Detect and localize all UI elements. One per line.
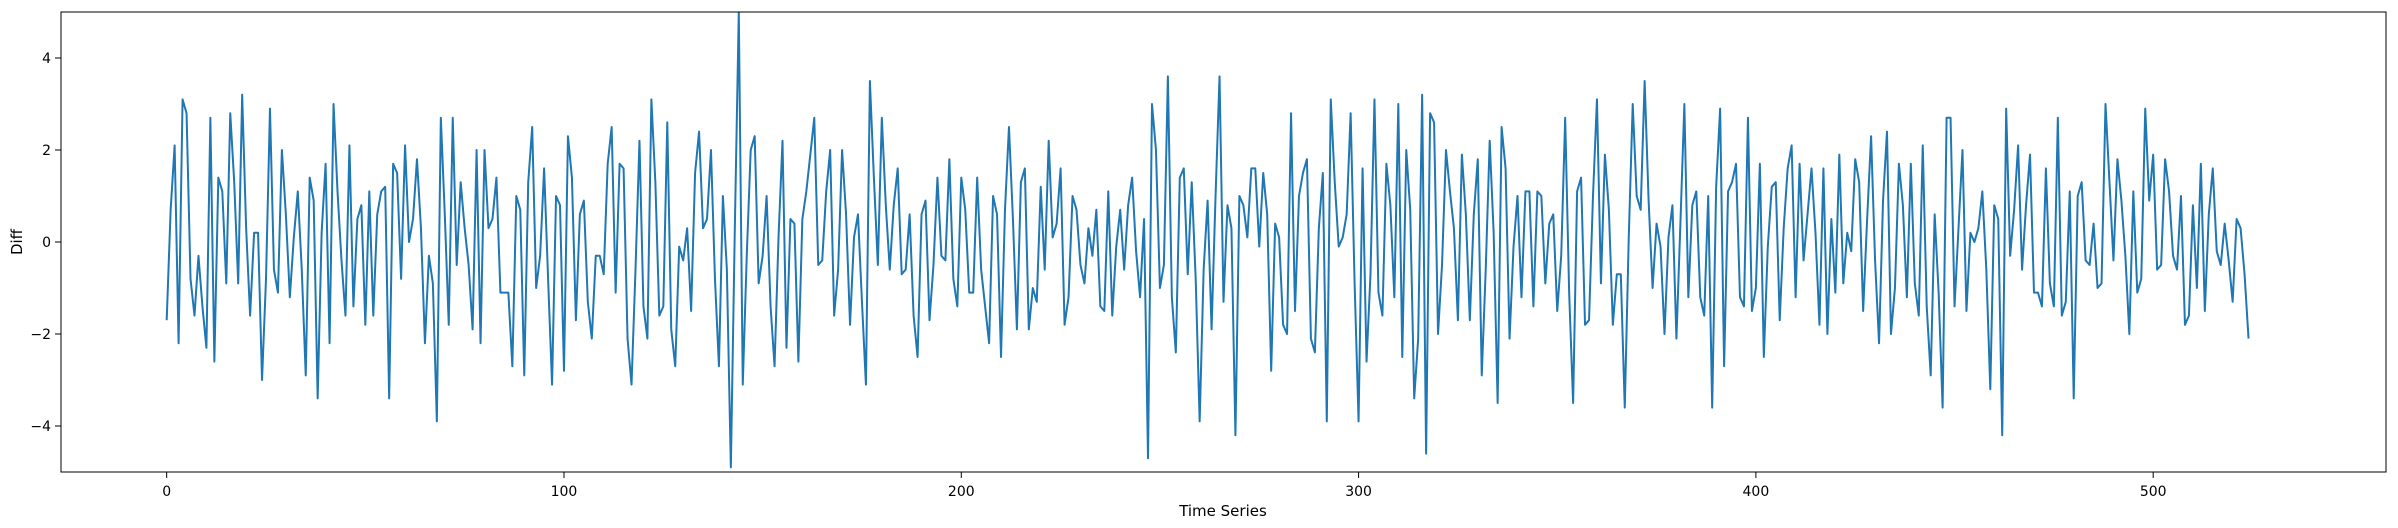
x-tick-label: 100	[551, 484, 578, 500]
x-axis-ticks: 0 100 200 300 400 500	[162, 472, 2167, 500]
x-tick-label: 500	[2140, 484, 2167, 500]
series-line	[165, 12, 2250, 469]
x-tick-label: 300	[1345, 484, 1372, 500]
x-axis-label: Time Series	[1178, 502, 1267, 520]
x-tick-label: 400	[1743, 484, 1770, 500]
y-axis-label: Diff	[8, 228, 26, 255]
x-tick-label: 0	[162, 484, 171, 500]
x-tick-label: 200	[948, 484, 975, 500]
y-axis-ticks: −4 −2 0 2 4	[30, 51, 61, 435]
y-tick-label: 0	[42, 235, 51, 251]
y-tick-label: −2	[30, 327, 51, 343]
y-tick-label: 4	[42, 51, 51, 67]
y-tick-label: 2	[42, 143, 51, 159]
y-tick-label: −4	[30, 419, 51, 435]
